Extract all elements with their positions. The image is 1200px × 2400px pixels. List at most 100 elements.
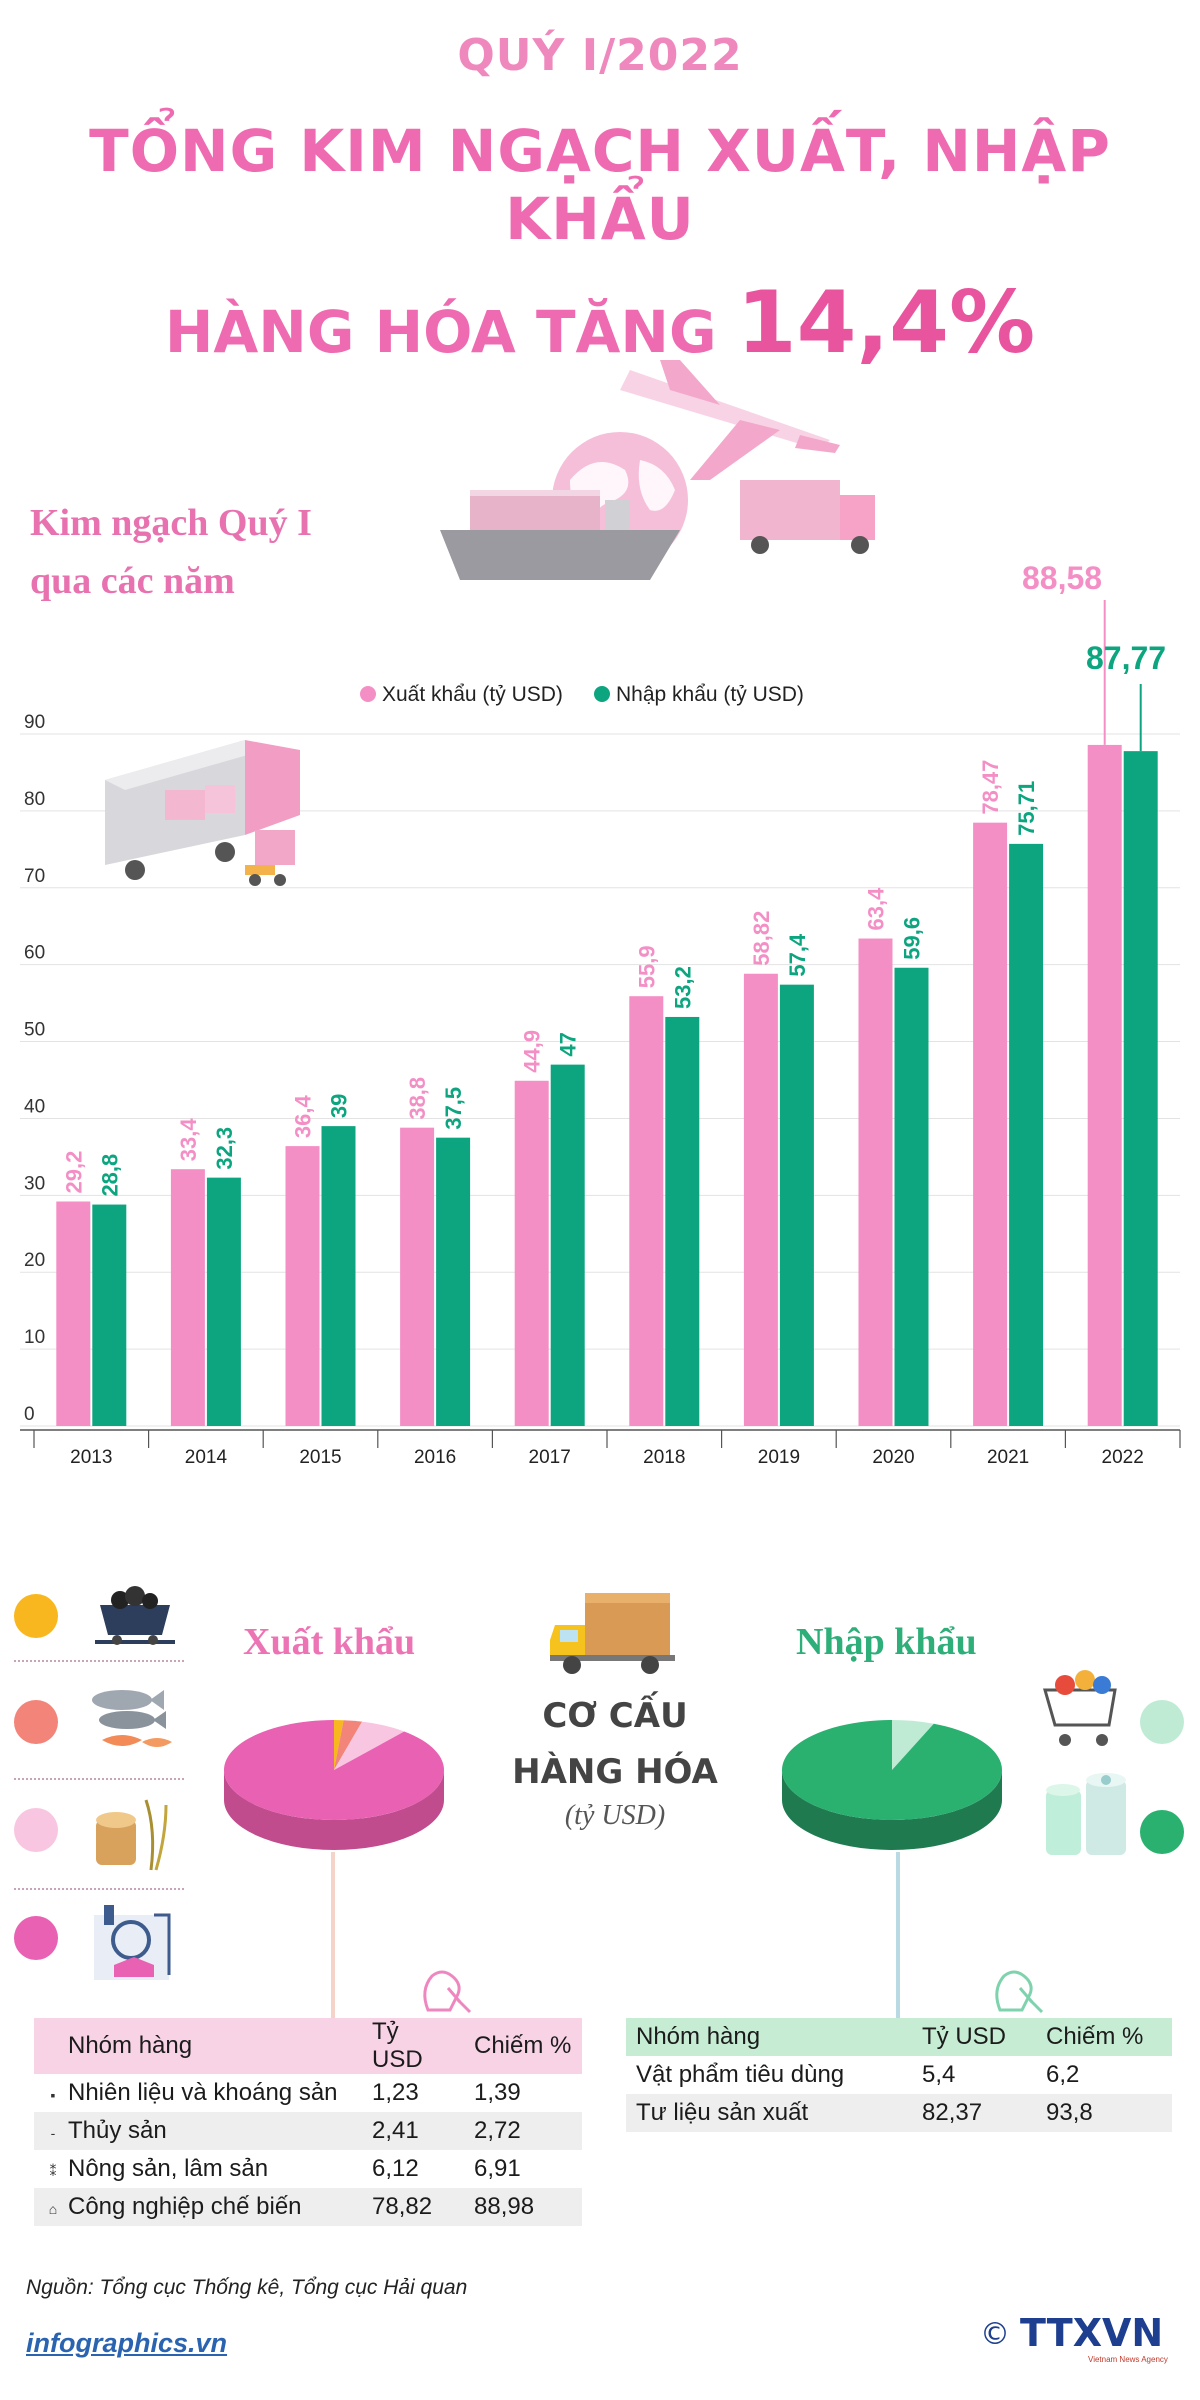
source-note: Nguồn: Tổng cục Thống kê, Tổng cục Hải q… xyxy=(26,2276,468,2299)
row-value: 2,41 xyxy=(372,2117,419,2144)
x-tick-label: 2019 xyxy=(758,1447,800,1468)
row-share: 6,2 xyxy=(1046,2061,1080,2088)
bar xyxy=(285,1146,320,1426)
bar xyxy=(514,1080,549,1426)
bar-chart: 0 10 20 30 40 50 60 70 80 90 Xuất khẩu (tỷ USD) Nh… xyxy=(20,600,1181,1468)
bar xyxy=(665,1016,700,1426)
y-tick-label: 30 xyxy=(24,1173,45,1194)
export-legend-dot-agri xyxy=(14,1808,58,1852)
bar xyxy=(92,1204,127,1426)
table-row: Vật phẩm tiêu dùng 5,4 6,2 xyxy=(626,2056,1172,2094)
title-period: QUÝ I/2022 xyxy=(457,30,743,81)
data-label: 32,3 xyxy=(212,1127,237,1170)
data-label: 78,47 xyxy=(978,760,1003,815)
divider xyxy=(14,1778,184,1780)
pie-slice xyxy=(334,1720,363,1770)
export-legend-dot-seafood xyxy=(14,1700,58,1744)
table-header-row: Nhóm hàng Tỷ USD Chiếm % xyxy=(34,2018,582,2074)
table-row: ▪ Nhiên liệu và khoáng sản 1,23 1,39 xyxy=(34,2074,582,2112)
structure-title: CƠ CẤU HÀNG HÓA xyxy=(470,1688,760,1800)
import-table: Nhóm hàng Tỷ USD Chiếm % Vật phẩm tiêu d… xyxy=(626,2018,1172,2132)
coal-cart-icon: ▪ xyxy=(50,2087,56,2103)
title-sub: HÀNG HÓA TĂNG 14,4% xyxy=(0,273,1200,373)
header-group: Nhóm hàng xyxy=(68,2032,193,2059)
divider xyxy=(14,1660,184,1662)
x-tick-label: 2015 xyxy=(299,1447,341,1468)
row-share: 93,8 xyxy=(1046,2099,1093,2126)
bar xyxy=(1087,744,1122,1426)
truck-forklift-illustration xyxy=(105,740,300,886)
data-label: 58,82 xyxy=(749,911,774,966)
data-label: 57,4 xyxy=(785,933,810,977)
legend-label: Nhập khẩu (tỷ USD) xyxy=(616,683,804,706)
data-label: 47 xyxy=(556,1032,581,1056)
bar xyxy=(894,967,929,1426)
pointing-hand-icon xyxy=(423,1970,472,2014)
y-tick-label: 10 xyxy=(24,1327,45,1348)
factory-icon: ⌂ xyxy=(48,2201,58,2217)
import-legend-dot-consumer xyxy=(1140,1700,1184,1744)
row-share: 6,91 xyxy=(474,2155,521,2182)
chart-legend: Xuất khẩu (tỷ USD) Nhập khẩu (tỷ USD) xyxy=(360,683,804,706)
y-tick-label: 50 xyxy=(24,1020,45,1041)
chart-heading: Kim ngạch Quý I qua các năm xyxy=(30,494,410,610)
pie-side xyxy=(224,1770,444,1850)
pie-slice xyxy=(781,1720,1002,1820)
coal-cart-icon xyxy=(95,1586,175,1645)
export-legend-dot-industry xyxy=(14,1916,58,1960)
title-highlight-percent: 14,4% xyxy=(736,273,1036,373)
x-tick-label: 2013 xyxy=(70,1447,112,1468)
title-main: TỔNG KIM NGẠCH XUẤT, NHẬP KHẨU xyxy=(89,117,1111,253)
row-value: 82,37 xyxy=(922,2099,983,2126)
y-tick-label: 90 xyxy=(24,712,45,733)
bar xyxy=(56,1201,91,1426)
logo-text: TTXVN xyxy=(1020,2311,1163,2355)
header-group: Nhóm hàng xyxy=(636,2023,761,2050)
delivery-truck-icon xyxy=(550,1593,675,1674)
chart-bars xyxy=(56,744,1158,1426)
pie-slice xyxy=(224,1720,444,1820)
trade-transport-illustration xyxy=(440,360,875,580)
header-value: Tỷ USD xyxy=(922,2023,1006,2050)
bar xyxy=(743,973,778,1426)
y-tick-label: 40 xyxy=(24,1096,45,1117)
import-section-title: Nhập khẩu xyxy=(796,1621,977,1663)
x-tick-label: 2020 xyxy=(872,1447,914,1468)
x-tick-label: 2018 xyxy=(643,1447,685,1468)
structure-title-line2: HÀNG HÓA xyxy=(512,1752,718,1792)
import-pie-chart xyxy=(781,1720,1002,1850)
bar xyxy=(400,1127,435,1426)
bar xyxy=(973,822,1008,1426)
export-pie-chart xyxy=(224,1720,444,1850)
header-value: Tỷ USD xyxy=(372,2018,423,2073)
legend-marker xyxy=(594,686,610,702)
bar xyxy=(779,984,814,1426)
wood-rice-icon xyxy=(96,1799,168,1871)
fish-icon: - xyxy=(50,2125,56,2141)
header-share: Chiếm % xyxy=(474,2032,572,2059)
data-label: 28,8 xyxy=(97,1154,122,1197)
header-share: Chiếm % xyxy=(1046,2023,1144,2050)
export-legend-dot-fuel xyxy=(14,1594,58,1638)
title-sub-text: HÀNG HÓA TĂNG xyxy=(164,298,717,366)
wood-rice-icon: ⁑ xyxy=(49,2163,57,2179)
data-label: 38,8 xyxy=(405,1077,430,1120)
bar xyxy=(858,938,893,1426)
row-name: Thủy sản xyxy=(68,2117,167,2144)
table-header-row: Nhóm hàng Tỷ USD Chiếm % xyxy=(626,2018,1172,2056)
legend-label: Xuất khẩu (tỷ USD) xyxy=(382,683,563,706)
site-link[interactable]: infographics.vn xyxy=(26,2328,228,2358)
data-label: 44,9 xyxy=(520,1030,545,1073)
data-label: 29,2 xyxy=(61,1151,86,1194)
bar xyxy=(206,1177,241,1426)
pointing-hand-icon xyxy=(995,1970,1044,2014)
pie-side xyxy=(782,1770,1002,1850)
pie-slice xyxy=(892,1720,934,1770)
data-label-2022: 87,77 xyxy=(1086,640,1167,676)
factory-icon xyxy=(94,1905,171,1980)
ttxvn-logo: © TTXVN Vietnam News Agency xyxy=(980,2311,1168,2364)
data-label: 75,71 xyxy=(1014,781,1039,836)
row-value: 78,82 xyxy=(372,2193,433,2220)
logo-sub: Vietnam News Agency xyxy=(1088,2355,1168,2364)
table-row: Tư liệu sản xuất 82,37 93,8 xyxy=(626,2094,1172,2132)
